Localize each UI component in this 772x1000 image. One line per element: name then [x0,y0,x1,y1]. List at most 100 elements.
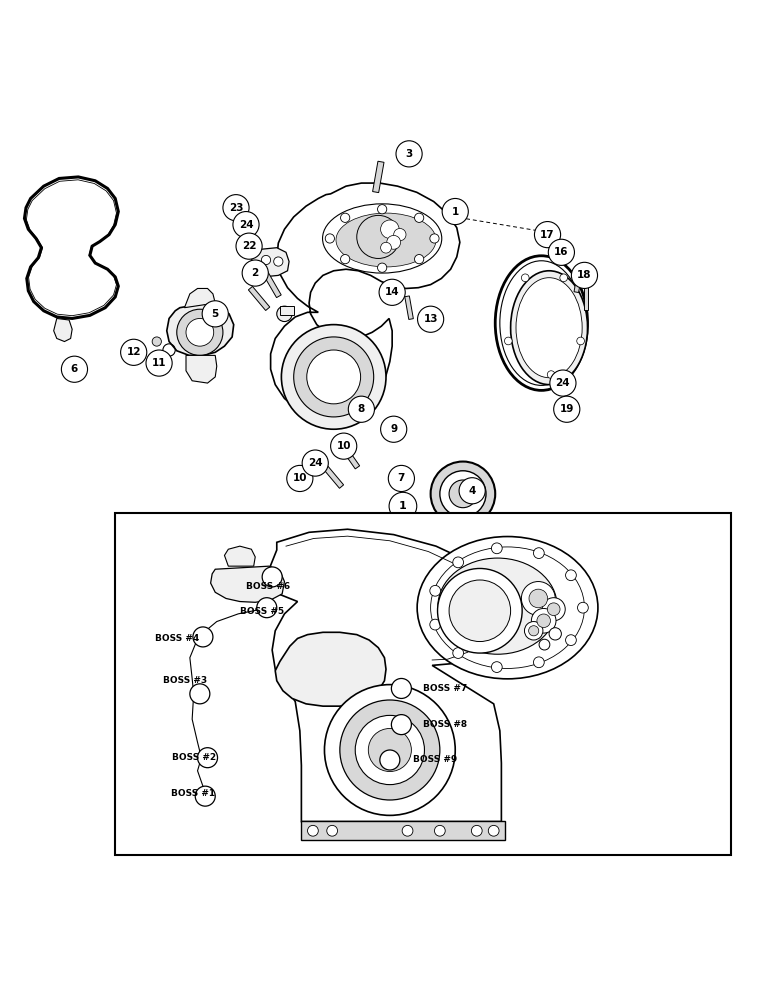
Circle shape [274,257,283,266]
Circle shape [550,370,576,396]
Text: BOSS #9: BOSS #9 [413,755,457,764]
Circle shape [62,356,87,382]
Ellipse shape [510,271,587,385]
Ellipse shape [336,213,436,267]
Text: 1: 1 [399,501,407,511]
Circle shape [415,213,424,222]
Circle shape [521,582,555,615]
Circle shape [396,141,422,167]
Circle shape [438,568,522,653]
Circle shape [286,465,313,492]
Text: 7: 7 [398,473,405,483]
Polygon shape [185,288,215,308]
Text: 23: 23 [229,203,243,213]
Polygon shape [167,304,234,355]
Text: BOSS #8: BOSS #8 [423,720,467,729]
Polygon shape [320,462,344,488]
Text: BOSS #2: BOSS #2 [172,753,216,762]
Text: 19: 19 [560,404,574,414]
Circle shape [202,301,229,327]
Circle shape [152,337,161,346]
Circle shape [293,337,374,417]
Circle shape [492,662,503,672]
Circle shape [548,239,574,265]
Circle shape [307,825,318,836]
Circle shape [549,628,561,640]
Circle shape [533,657,544,668]
Circle shape [459,478,486,504]
Text: 3: 3 [405,149,413,159]
Circle shape [186,318,214,346]
Circle shape [430,619,441,630]
Circle shape [529,589,547,608]
Text: BOSS #5: BOSS #5 [240,607,284,616]
Circle shape [223,195,249,221]
Circle shape [195,786,215,806]
Circle shape [418,306,444,332]
Circle shape [554,396,580,422]
Text: 12: 12 [127,347,141,357]
Circle shape [277,306,292,322]
Circle shape [453,557,463,568]
Circle shape [531,608,556,633]
Circle shape [381,242,391,253]
Circle shape [547,371,555,378]
Circle shape [577,337,584,345]
Circle shape [355,715,425,785]
Polygon shape [271,183,460,418]
Circle shape [381,220,399,238]
Circle shape [577,602,588,613]
Circle shape [449,580,510,642]
Circle shape [430,234,439,243]
Bar [279,306,293,315]
Polygon shape [373,161,384,193]
Circle shape [120,339,147,365]
Circle shape [394,228,406,241]
Circle shape [542,598,565,621]
Circle shape [529,626,539,636]
Circle shape [236,233,262,259]
Text: BOSS #6: BOSS #6 [246,582,290,591]
Circle shape [415,255,424,264]
Circle shape [340,213,350,222]
Text: 9: 9 [390,424,398,434]
Text: BOSS #7: BOSS #7 [423,684,467,693]
Bar [301,821,505,840]
Circle shape [193,627,213,647]
Circle shape [381,416,407,442]
Circle shape [431,462,495,526]
Circle shape [257,598,277,618]
Circle shape [566,635,577,646]
Polygon shape [249,286,269,311]
Circle shape [547,603,560,616]
Text: 24: 24 [308,458,323,468]
Circle shape [378,263,387,272]
Polygon shape [251,248,289,277]
Text: 24: 24 [239,220,253,230]
Circle shape [388,465,415,492]
Circle shape [387,235,401,249]
Text: 10: 10 [337,441,351,451]
Circle shape [378,205,387,214]
Circle shape [368,728,411,772]
Circle shape [449,480,477,508]
Circle shape [190,684,210,704]
Text: BOSS #3: BOSS #3 [163,676,207,685]
Circle shape [379,279,405,305]
Text: BOSS #4: BOSS #4 [155,634,199,643]
Polygon shape [225,546,256,566]
Text: 5: 5 [212,309,218,319]
Text: 10: 10 [293,473,307,483]
Polygon shape [186,355,217,383]
Polygon shape [211,566,284,602]
Circle shape [534,222,560,248]
Circle shape [560,274,567,282]
Circle shape [302,450,328,476]
Circle shape [472,825,482,836]
Text: 1: 1 [452,207,459,217]
Polygon shape [263,272,281,298]
Circle shape [391,678,411,698]
Circle shape [340,255,350,264]
Text: 13: 13 [423,314,438,324]
Circle shape [330,433,357,459]
